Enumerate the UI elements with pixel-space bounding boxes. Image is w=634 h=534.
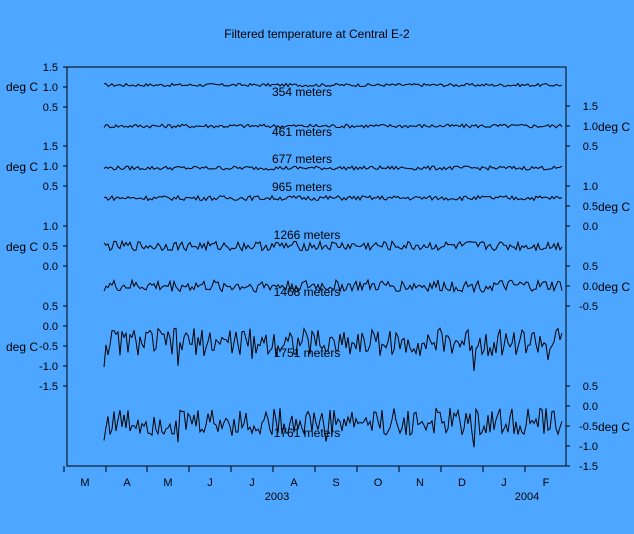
- x-month-label: D: [458, 477, 466, 489]
- right-tick-label: 0.5: [583, 261, 598, 273]
- left-tick-label: -1.0: [39, 361, 58, 373]
- right-tick-label: 1.0: [583, 181, 598, 193]
- right-unit-label: deg C: [598, 420, 630, 434]
- series-group: 354 meters 461 meters 677 meters 965 meters…: [103, 82, 563, 448]
- series-line: [103, 407, 563, 448]
- series-label: 1266 meters: [274, 228, 341, 242]
- series-line: [103, 165, 563, 171]
- series-label: 1761 meters: [274, 426, 341, 440]
- series-line: [103, 278, 563, 294]
- series-label: 1751 meters: [274, 346, 341, 360]
- x-month-label: J: [249, 477, 255, 489]
- series-label: 965 meters: [272, 180, 332, 194]
- right-tick-label: -1.0: [579, 441, 598, 453]
- left-tick-label: 0.0: [43, 261, 58, 273]
- x-axis: M A M J J A S O N D J F 2003 2004: [63, 466, 550, 503]
- left-tick-label: 1.0: [43, 161, 58, 173]
- right-tick-label: -1.5: [579, 461, 598, 473]
- x-month-label: N: [416, 477, 424, 489]
- left-tick-label: 0.5: [43, 241, 58, 253]
- x-year-label: 2003: [265, 491, 289, 503]
- left-tick-label: 1.0: [43, 82, 58, 94]
- x-month-label: M: [80, 477, 89, 489]
- series-line: [103, 194, 563, 202]
- right-tick-label: 0.0: [583, 281, 598, 293]
- right-tick-label: 0.5: [583, 381, 598, 393]
- left-axis-ticks: 1.5 1.0 0.5 1.5 1.0 0.5 1.0 0.5 0.0 0.5 0.0 -0.5 -1.…: [39, 62, 67, 393]
- series-label: 461 meters: [272, 125, 332, 139]
- right-unit-label: deg C: [598, 200, 630, 214]
- series-line: [103, 239, 563, 252]
- left-tick-label: 0.5: [43, 301, 58, 313]
- right-axis-ticks: 1.5 1.0 0.5 1.0 0.5 0.0 0.5 0.0 -0.5 0.5 0.0 -0.5 -1…: [566, 101, 598, 473]
- series-line: [103, 327, 563, 372]
- right-unit-label: deg C: [598, 120, 630, 134]
- series-line: [103, 82, 563, 88]
- right-tick-label: 0.5: [583, 141, 598, 153]
- right-tick-label: -0.5: [579, 301, 598, 313]
- x-month-label: A: [123, 477, 131, 489]
- series-line: [103, 123, 563, 129]
- left-tick-label: 0.0: [43, 321, 58, 333]
- x-month-label: F: [543, 477, 550, 489]
- left-tick-label: 0.5: [43, 181, 58, 193]
- left-tick-label: 1.0: [43, 221, 58, 233]
- left-unit-label: deg C: [6, 80, 38, 94]
- left-unit-label: deg C: [6, 160, 38, 174]
- left-tick-label: 1.5: [43, 62, 58, 74]
- right-tick-label: -0.5: [579, 421, 598, 433]
- x-month-label: S: [332, 477, 339, 489]
- x-month-label: M: [163, 477, 172, 489]
- axis-units: deg C deg C deg C deg C deg C deg C deg C deg C: [6, 80, 630, 434]
- x-month-label: J: [207, 477, 213, 489]
- left-tick-label: -0.5: [39, 341, 58, 353]
- x-month-label: J: [501, 477, 507, 489]
- x-month-label: O: [374, 477, 383, 489]
- left-tick-label: 1.5: [43, 141, 58, 153]
- right-tick-label: 0.0: [583, 401, 598, 413]
- chart-title: Filtered temperature at Central E-2: [224, 27, 410, 41]
- series-label: 354 meters: [272, 85, 332, 99]
- x-year-label: 2004: [515, 491, 539, 503]
- left-unit-label: deg C: [6, 340, 38, 354]
- right-tick-label: 0.5: [583, 201, 598, 213]
- right-tick-label: 1.0: [583, 121, 598, 133]
- right-unit-label: deg C: [598, 280, 630, 294]
- series-label: 677 meters: [272, 152, 332, 166]
- series-label: 1468 meters: [274, 285, 341, 299]
- right-tick-label: 1.5: [583, 101, 598, 113]
- x-month-label: A: [290, 477, 298, 489]
- left-unit-label: deg C: [6, 240, 38, 254]
- left-tick-label: 0.5: [43, 102, 58, 114]
- left-tick-label: -1.5: [39, 381, 58, 393]
- right-tick-label: 0.0: [583, 221, 598, 233]
